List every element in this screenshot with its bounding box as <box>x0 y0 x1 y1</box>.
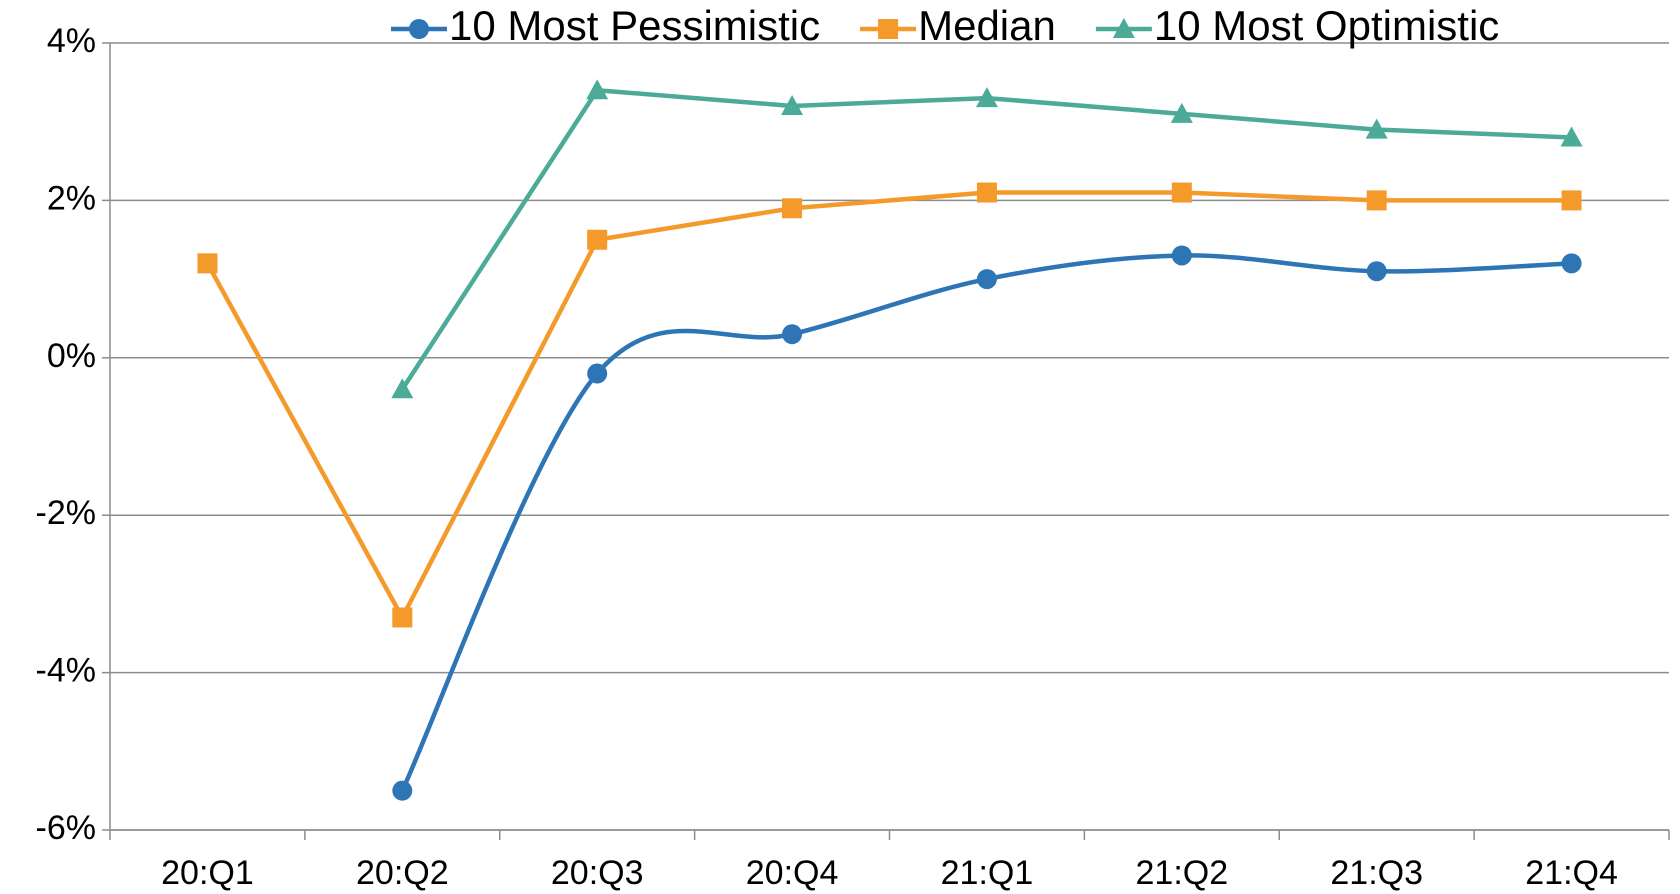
marker <box>1171 245 1192 266</box>
legend-item: Median <box>860 2 1056 49</box>
marker <box>878 19 899 39</box>
y-tick-label: 0% <box>47 337 96 375</box>
x-tick-label: 21:Q1 <box>941 854 1034 892</box>
y-tick-label: -6% <box>36 809 96 847</box>
marker <box>1170 102 1193 123</box>
marker <box>976 269 997 290</box>
marker <box>392 607 413 628</box>
y-tick-label: -4% <box>36 652 96 690</box>
series-line <box>400 87 1572 391</box>
legend-item: 10 Most Optimistic <box>1095 2 1499 49</box>
marker <box>1365 118 1388 139</box>
x-tick-label: 21:Q2 <box>1136 854 1229 892</box>
series-line <box>205 190 1572 620</box>
marker <box>392 780 413 801</box>
marker <box>976 182 997 203</box>
legend-label: Median <box>918 2 1056 49</box>
marker <box>1366 190 1387 211</box>
series-line <box>400 253 1572 792</box>
marker <box>391 378 414 399</box>
x-tick-label: 20:Q2 <box>356 854 449 892</box>
marker <box>782 324 803 345</box>
marker <box>1112 18 1135 38</box>
legend: 10 Most Pessimistic Median 10 Most Optimis… <box>391 2 1499 49</box>
x-tick-label: 20:Q4 <box>746 854 839 892</box>
y-tick-label: 4% <box>47 22 96 60</box>
marker <box>1366 261 1387 282</box>
y-tick-label: -2% <box>36 494 96 532</box>
marker <box>781 94 804 115</box>
marker <box>1561 190 1582 211</box>
marker <box>586 79 609 100</box>
legend-item: 10 Most Pessimistic <box>391 2 820 49</box>
marker <box>1561 253 1582 274</box>
marker <box>197 253 218 274</box>
legend-label: 10 Most Optimistic <box>1154 2 1499 49</box>
x-tick-label: 20:Q3 <box>551 854 644 892</box>
marker <box>587 363 608 384</box>
marker <box>1560 126 1583 147</box>
marker <box>782 198 803 219</box>
legend-label: 10 Most Pessimistic <box>449 2 820 49</box>
marker <box>587 229 608 250</box>
y-tick-label: 2% <box>47 179 96 217</box>
x-tick-label: 21:Q3 <box>1330 854 1423 892</box>
marker <box>975 87 998 108</box>
marker <box>1171 182 1192 203</box>
x-tick-label: 21:Q4 <box>1525 854 1618 892</box>
marker <box>409 19 429 39</box>
x-tick-label: 20:Q1 <box>161 854 254 892</box>
